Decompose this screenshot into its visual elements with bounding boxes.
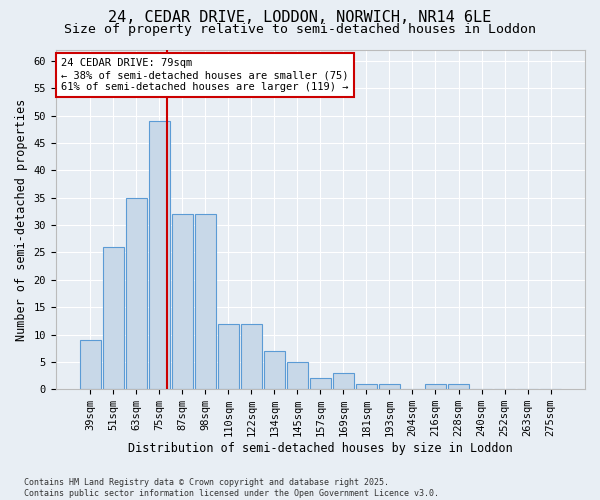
Bar: [149, 121, 170, 389]
Bar: [448, 384, 469, 389]
Y-axis label: Number of semi-detached properties: Number of semi-detached properties: [15, 98, 28, 340]
Bar: [264, 351, 285, 389]
Bar: [195, 214, 215, 389]
Bar: [241, 324, 262, 389]
X-axis label: Distribution of semi-detached houses by size in Loddon: Distribution of semi-detached houses by …: [128, 442, 513, 455]
Bar: [333, 373, 354, 389]
Bar: [425, 384, 446, 389]
Bar: [126, 198, 146, 389]
Bar: [80, 340, 101, 389]
Text: 24, CEDAR DRIVE, LODDON, NORWICH, NR14 6LE: 24, CEDAR DRIVE, LODDON, NORWICH, NR14 6…: [109, 10, 491, 25]
Bar: [310, 378, 331, 389]
Bar: [103, 247, 124, 389]
Bar: [172, 214, 193, 389]
Text: 24 CEDAR DRIVE: 79sqm
← 38% of semi-detached houses are smaller (75)
61% of semi: 24 CEDAR DRIVE: 79sqm ← 38% of semi-deta…: [61, 58, 349, 92]
Text: Size of property relative to semi-detached houses in Loddon: Size of property relative to semi-detach…: [64, 22, 536, 36]
Bar: [356, 384, 377, 389]
Bar: [379, 384, 400, 389]
Text: Contains HM Land Registry data © Crown copyright and database right 2025.
Contai: Contains HM Land Registry data © Crown c…: [24, 478, 439, 498]
Bar: [218, 324, 239, 389]
Bar: [287, 362, 308, 389]
